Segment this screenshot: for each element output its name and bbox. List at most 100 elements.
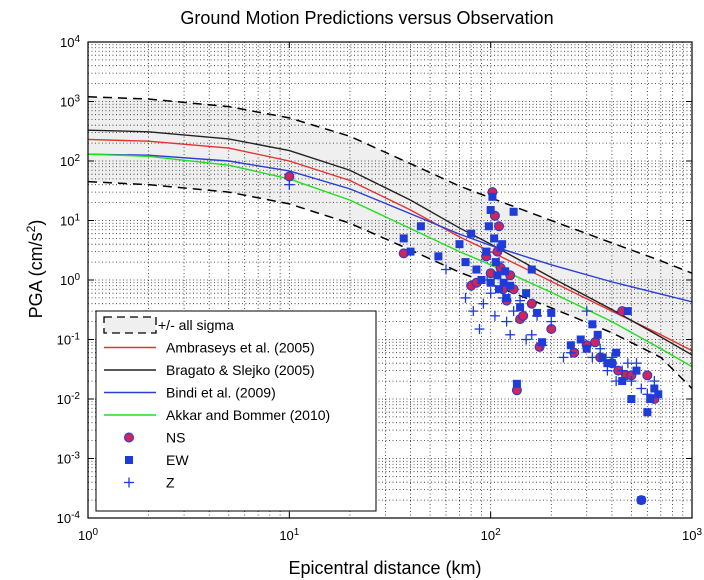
data-point-Z — [532, 310, 543, 321]
x-tick-label: 100 — [78, 527, 98, 544]
data-point-EW — [623, 307, 632, 316]
legend-swatch-NS — [124, 432, 134, 443]
data-point-Z — [622, 358, 633, 369]
y-tick-label: 103 — [60, 93, 80, 110]
y-tick-label-base: 10 — [60, 273, 74, 288]
data-point-Z — [474, 324, 485, 335]
data-point-Z — [558, 352, 569, 363]
data-point-Z — [526, 329, 537, 340]
x-tick-label-exp: 2 — [495, 527, 501, 538]
y-tick-label-base: 10 — [60, 154, 74, 169]
data-point-NS — [590, 337, 601, 348]
data-point-EW — [632, 366, 641, 375]
data-point-Z — [611, 376, 622, 387]
data-point-Z — [478, 298, 489, 309]
data-point-EW — [588, 320, 597, 329]
data-point-Z — [508, 306, 519, 317]
data-point-Z — [441, 264, 452, 275]
data-point-EW — [495, 285, 504, 294]
y-tick-label: 102 — [60, 153, 80, 170]
data-point-Z — [595, 343, 606, 354]
data-point-Z — [649, 376, 660, 387]
x-tick-label: 101 — [279, 527, 299, 544]
x-tick-label-exp: 0 — [92, 527, 98, 538]
x-tick-label-exp: 1 — [294, 527, 300, 538]
y-tick-label-exp: 1 — [74, 212, 80, 223]
y-tick-label-exp: -3 — [71, 450, 80, 461]
y-tick-label-base: 10 — [57, 511, 71, 526]
plot-inner — [88, 42, 692, 518]
data-point-Z — [497, 292, 508, 303]
legend-label: Ambraseys et al. (2005) — [166, 340, 315, 356]
data-point-Z — [485, 288, 496, 299]
legend-label: +/- all sigma — [158, 317, 234, 333]
data-point-EW — [399, 234, 408, 243]
x-tick-label: 103 — [682, 527, 702, 544]
y-tick-label: 10-4 — [57, 510, 81, 527]
x-axis-label: Epicentral distance (km) — [288, 558, 481, 578]
data-point-Z — [602, 365, 613, 376]
data-point-EW — [406, 247, 415, 256]
data-point-Z — [617, 365, 628, 376]
data-point-EW — [637, 496, 646, 505]
y-tick-label-base: 10 — [60, 95, 74, 110]
series-points-Z — [284, 179, 660, 400]
data-point-EW — [646, 395, 655, 403]
legend-label: Z — [166, 475, 175, 491]
data-point-Z — [546, 316, 557, 327]
y-tick-label: 10-3 — [57, 450, 81, 467]
y-tick-label-exp: -2 — [71, 391, 80, 402]
data-point-EW — [547, 308, 556, 317]
y-tick-label-base: 10 — [57, 333, 71, 348]
y-tick-label-exp: 2 — [74, 153, 80, 164]
legend-label: Akkar and Bommer (2010) — [166, 407, 330, 423]
data-point-EW — [477, 276, 486, 284]
data-point-Z — [631, 358, 642, 369]
tick-marks — [87, 41, 693, 519]
data-point-EW — [486, 206, 495, 215]
data-point-Z — [489, 310, 500, 321]
series-line-2 — [88, 153, 692, 303]
data-point-EW — [512, 379, 521, 388]
y-axis-label-close: ) — [26, 220, 46, 226]
data-point-EW — [612, 348, 621, 357]
data-point-EW — [490, 234, 499, 243]
chart-title: Ground Motion Predictions versus Observa… — [180, 8, 553, 28]
data-point-EW — [582, 344, 591, 353]
data-point-NS — [518, 310, 529, 321]
y-tick-label-exp: 0 — [74, 272, 80, 283]
y-tick-label: 104 — [60, 34, 80, 51]
data-point-EW — [484, 222, 493, 231]
data-point-Z — [565, 347, 576, 358]
y-tick-label-exp: 3 — [74, 93, 80, 104]
y-tick-label-base: 10 — [60, 214, 74, 229]
data-point-EW — [654, 390, 663, 399]
data-point-EW — [499, 278, 508, 287]
y-tick-label-base: 10 — [57, 452, 71, 467]
y-tick-label-exp: -1 — [71, 331, 80, 342]
data-point-EW — [618, 377, 627, 386]
data-point-Z — [642, 389, 653, 400]
data-point-NS — [526, 298, 537, 309]
data-point-Z — [636, 383, 647, 394]
x-tick-label-base: 10 — [682, 528, 696, 543]
sigma-lower-line — [88, 180, 692, 390]
legend-box — [95, 310, 377, 512]
y-axis-label: PGA (cm/s2) — [24, 220, 46, 319]
data-point-Z — [587, 352, 598, 363]
y-tick-label: 10-2 — [57, 391, 81, 408]
data-point-EW — [627, 395, 636, 403]
x-tick-label-base: 10 — [279, 528, 293, 543]
data-point-EW — [527, 265, 536, 274]
y-tick-label-base: 10 — [60, 35, 74, 50]
data-point-EW — [522, 289, 531, 298]
legend-label: NS — [166, 430, 185, 446]
data-point-Z — [505, 329, 516, 340]
data-point-Z — [626, 376, 637, 387]
y-tick-label: 10-1 — [57, 331, 81, 348]
data-point-EW — [593, 330, 602, 339]
data-point-EW — [566, 341, 575, 350]
y-axis-label-text: PGA (cm/s — [26, 232, 46, 318]
data-point-Z — [581, 306, 592, 317]
